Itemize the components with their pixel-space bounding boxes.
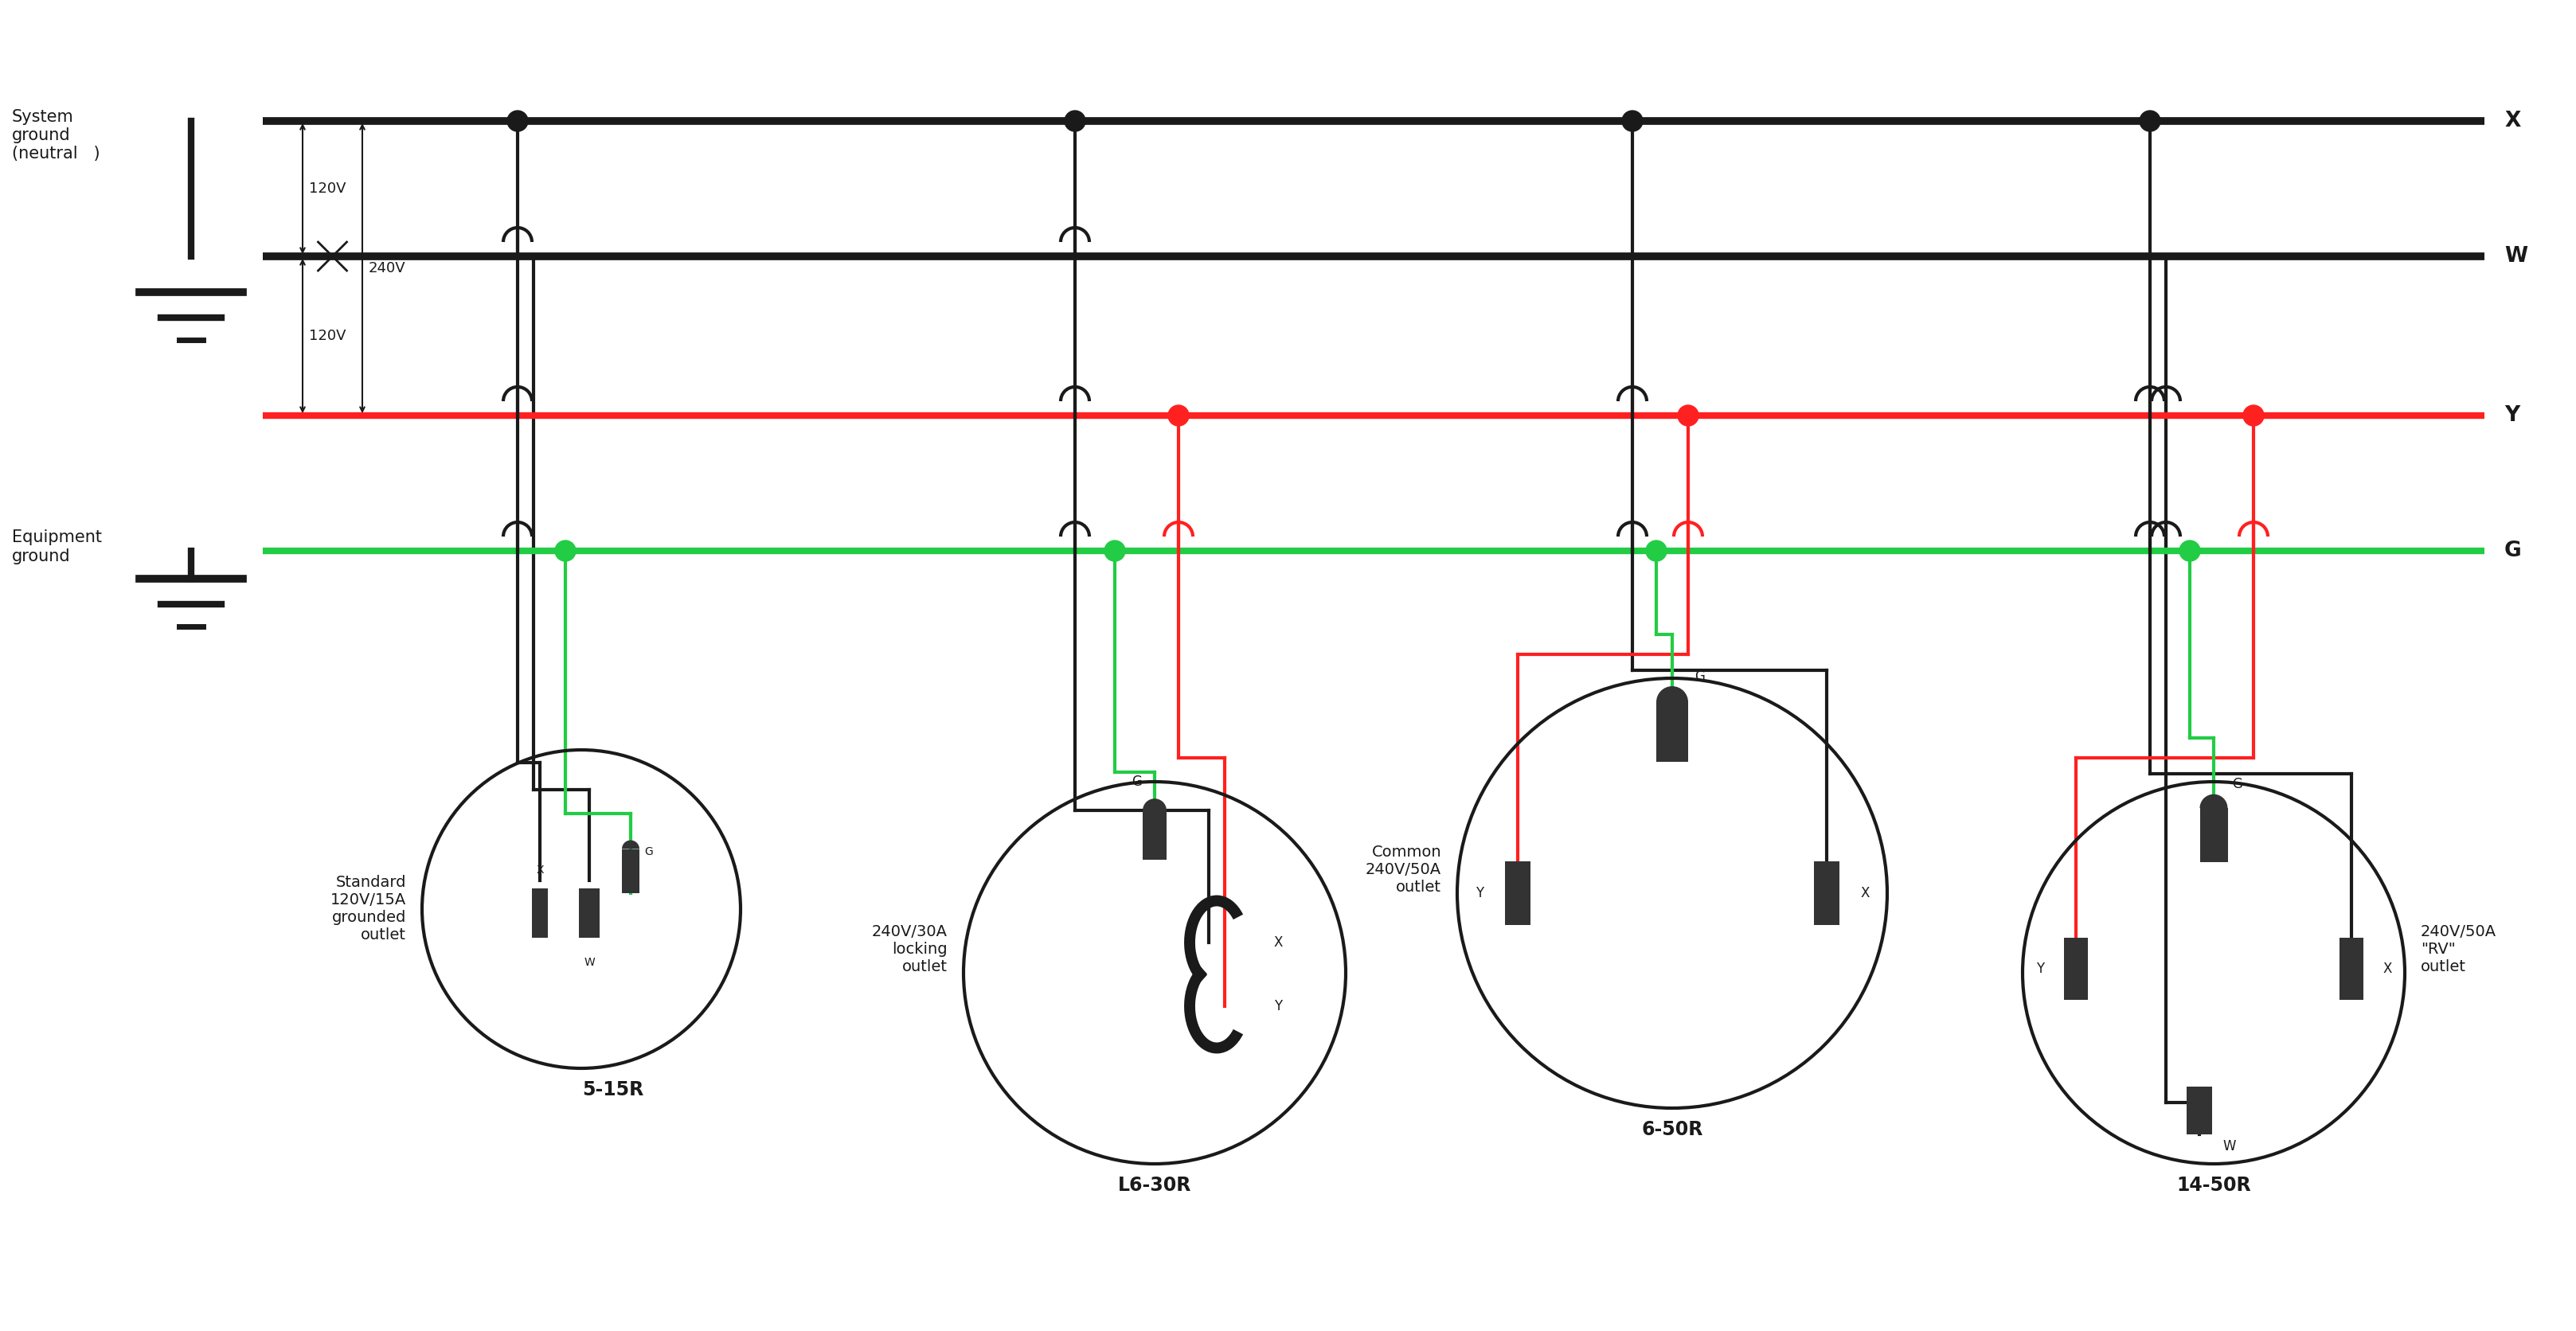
- Circle shape: [1623, 110, 1643, 132]
- Wedge shape: [621, 840, 639, 849]
- Circle shape: [1167, 405, 1190, 426]
- Text: System
ground
(neutral   ): System ground (neutral ): [13, 109, 100, 162]
- Polygon shape: [580, 888, 600, 938]
- Circle shape: [1677, 405, 1698, 426]
- Text: X: X: [536, 865, 544, 876]
- Text: X: X: [1273, 936, 1283, 950]
- Text: X: X: [2504, 110, 2519, 132]
- Polygon shape: [2200, 808, 2228, 862]
- Circle shape: [2141, 110, 2161, 132]
- Text: Equipment
ground: Equipment ground: [13, 530, 103, 564]
- Text: 240V: 240V: [368, 261, 407, 276]
- Text: Y: Y: [1275, 1000, 1283, 1013]
- Text: Standard
120V/15A
grounded
outlet: Standard 120V/15A grounded outlet: [330, 876, 407, 942]
- Circle shape: [507, 110, 528, 132]
- Circle shape: [1105, 540, 1126, 562]
- Circle shape: [1064, 110, 1084, 132]
- Polygon shape: [2339, 938, 2362, 1000]
- Polygon shape: [2063, 938, 2089, 1000]
- Text: W: W: [2504, 246, 2527, 266]
- Wedge shape: [1144, 799, 1167, 811]
- Wedge shape: [1656, 687, 1687, 703]
- Text: G: G: [2233, 777, 2244, 792]
- Text: 14-50R: 14-50R: [2177, 1175, 2251, 1195]
- Text: 240V/50A
"RV"
outlet: 240V/50A "RV" outlet: [2421, 924, 2496, 974]
- Polygon shape: [1656, 703, 1687, 761]
- Text: 120V: 120V: [309, 329, 345, 343]
- Text: G: G: [1695, 669, 1705, 684]
- Text: 120V: 120V: [309, 181, 345, 196]
- Polygon shape: [1504, 861, 1530, 925]
- Polygon shape: [1814, 861, 1839, 925]
- Polygon shape: [621, 849, 639, 893]
- Circle shape: [2244, 405, 2264, 426]
- Circle shape: [2179, 540, 2200, 562]
- Text: L6-30R: L6-30R: [1118, 1175, 1190, 1195]
- Text: 5-15R: 5-15R: [582, 1081, 644, 1099]
- Text: Y: Y: [1476, 886, 1484, 900]
- Text: G: G: [1131, 775, 1141, 789]
- Circle shape: [554, 540, 574, 562]
- Text: 240V/30A
locking
outlet: 240V/30A locking outlet: [871, 924, 948, 974]
- Text: Y: Y: [2035, 961, 2045, 976]
- Text: W: W: [585, 957, 595, 968]
- Text: W: W: [2223, 1139, 2236, 1154]
- Text: X: X: [2383, 961, 2391, 976]
- Polygon shape: [531, 888, 549, 938]
- Circle shape: [1646, 540, 1667, 562]
- Polygon shape: [2187, 1086, 2213, 1134]
- Wedge shape: [2200, 795, 2228, 808]
- Text: G: G: [2504, 540, 2522, 562]
- Text: Common
240V/50A
outlet: Common 240V/50A outlet: [1365, 844, 1443, 894]
- Text: X: X: [1860, 886, 1870, 900]
- Text: G: G: [644, 847, 654, 857]
- Text: 6-50R: 6-50R: [1641, 1121, 1703, 1139]
- Text: Y: Y: [2504, 405, 2519, 426]
- Polygon shape: [1144, 811, 1167, 860]
